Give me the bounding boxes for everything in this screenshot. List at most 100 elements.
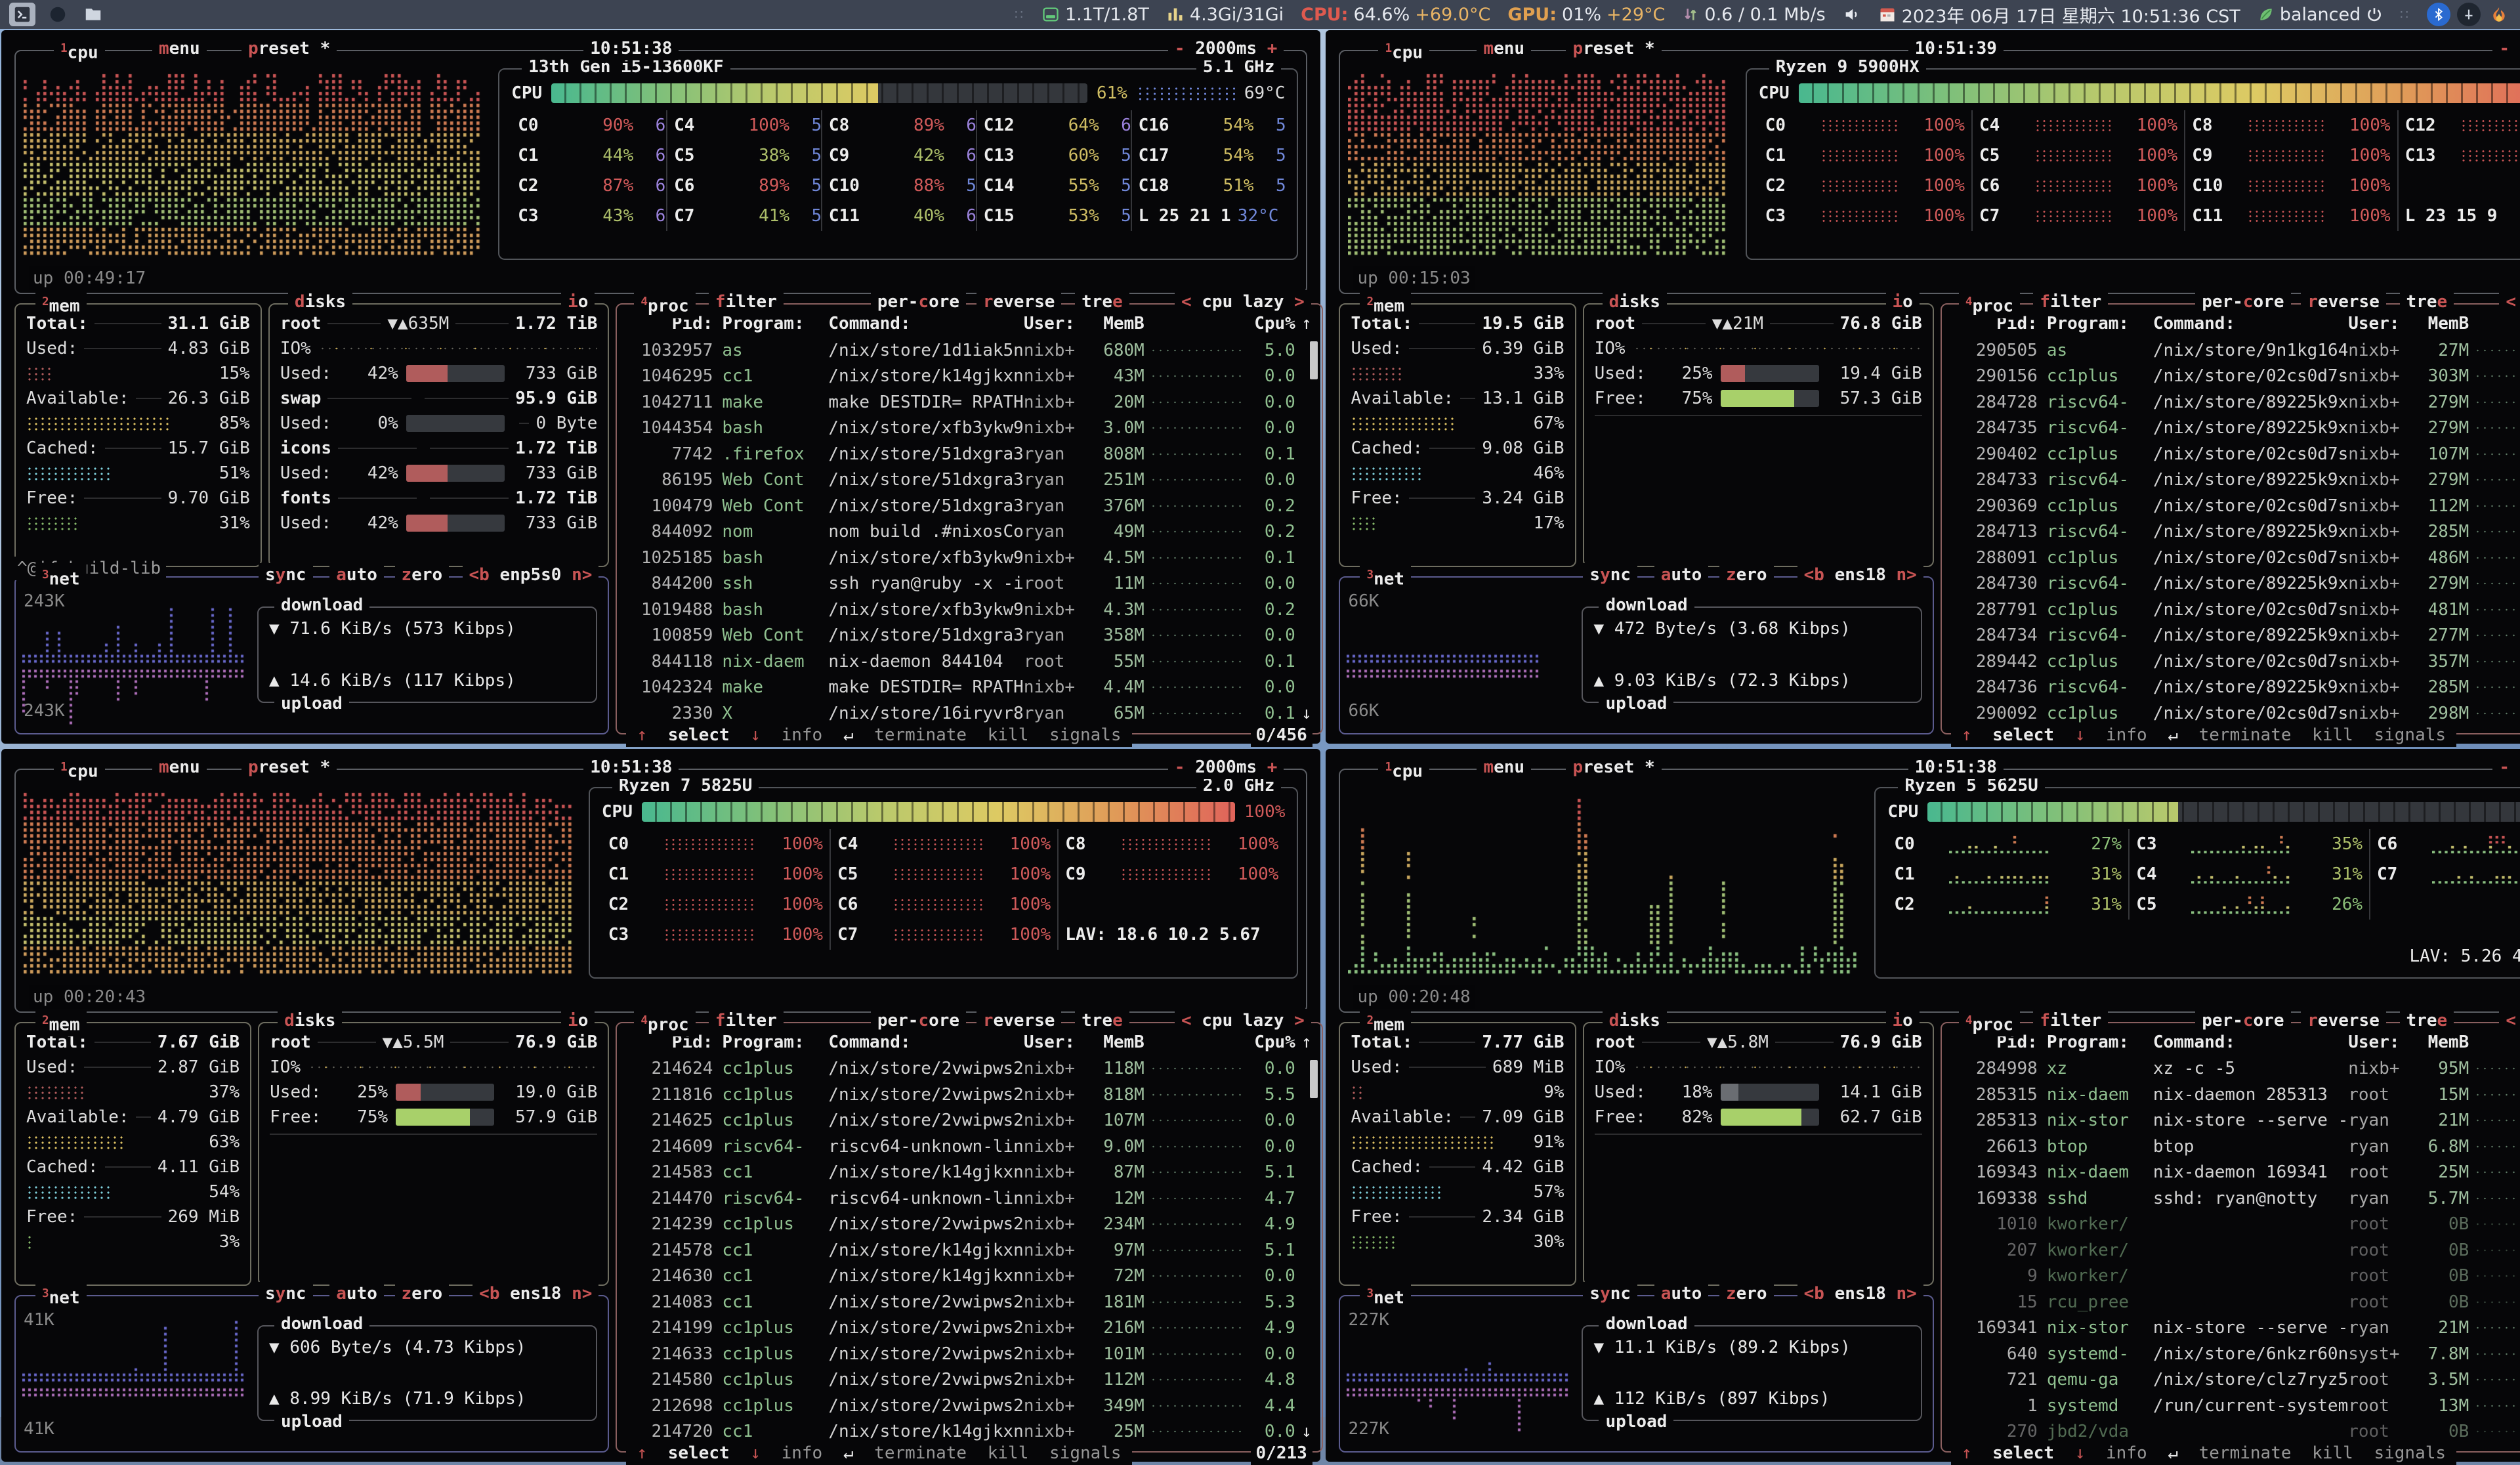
proc-header-user[interactable]: User: (2348, 312, 2411, 335)
process-row[interactable]: 207kworker/root0B0.0 (1951, 1237, 2520, 1263)
proc-header-user[interactable]: User: (1024, 312, 1087, 335)
process-row[interactable]: 26613btopbtopryan6.8M0.0 (1951, 1134, 2520, 1160)
disks-box-title[interactable]: disks (278, 1009, 342, 1032)
net-interface-selector[interactable]: <b ens18 n> (1797, 1282, 1923, 1306)
proc-header-command[interactable]: Command: (2153, 312, 2348, 335)
proc-box-title[interactable]: 4proc (634, 1009, 695, 1037)
net-sync-tab[interactable]: sync (259, 1282, 313, 1306)
terminal-app-icon[interactable] (9, 3, 35, 26)
process-row[interactable]: 290156cc1plus/nix/store/02cs0d7snixb+303… (1951, 364, 2520, 390)
process-row[interactable]: 290369cc1plus/nix/store/02cs0d7snixb+112… (1951, 493, 2520, 519)
proc-header-mem[interactable]: MemB (1087, 1030, 1144, 1054)
process-row[interactable]: 1044354bash/nix/store/xfb3ykw9nixb+3.0M0… (626, 415, 1317, 442)
net-interface-selector[interactable]: <b enp5s0 n> (463, 563, 599, 587)
disk-usage-indicator[interactable]: 1.1T/1.8T (1041, 5, 1149, 25)
tab-cpu[interactable]: 1cpu (1378, 755, 1429, 784)
process-row[interactable]: 211816cc1plus/nix/store/2vwipws2nixb+818… (626, 1082, 1317, 1108)
net-zero-tab[interactable]: zero (395, 563, 450, 587)
process-row[interactable]: 640systemd-/nix/store/6nkzr60nsyst+7.8M0… (1951, 1341, 2520, 1367)
proc-header-program[interactable]: Program: (722, 312, 824, 335)
process-row[interactable]: 721qemu-ga/nix/store/clz7ryz5root3.5M0.0 (1951, 1367, 2520, 1393)
process-row[interactable]: 285315nix-daemnix-daemon 285313root15M0.… (1951, 1082, 2520, 1108)
tab-cpu[interactable]: 1cpu (1378, 37, 1429, 65)
process-row[interactable]: 1032957as/nix/store/1d1iak5nnixb+680M5.0 (626, 337, 1317, 364)
proc-reverse-tab[interactable]: reverse (2301, 1009, 2386, 1032)
process-row[interactable]: 284728riscv64-/nix/store/89225k9xnixb+27… (1951, 389, 2520, 415)
refresh-interval-control[interactable]: - 2000ms + (2492, 755, 2520, 779)
proc-header-command[interactable]: Command: (2153, 1030, 2348, 1054)
process-row[interactable]: 844092nomnom build .#nixosCoryan49M0.2 (626, 519, 1317, 545)
process-row[interactable]: 1010kworker/root0B0.0 (1951, 1212, 2520, 1238)
process-row[interactable]: 214624cc1plus/nix/store/2vwipws2nixb+118… (626, 1056, 1317, 1082)
process-row[interactable]: 284736riscv64-/nix/store/89225k9xnixb+28… (1951, 675, 2520, 701)
proc-reverse-tab[interactable]: reverse (2301, 290, 2386, 314)
proc-tree-tab[interactable]: tree (2400, 1009, 2454, 1032)
process-row[interactable]: 7742.firefox/nix/store/51dxgra3ryan808M0… (626, 441, 1317, 467)
process-row[interactable]: 1025185bash/nix/store/xfb3ykw9nixb+4.5M0… (626, 545, 1317, 571)
proc-footer-actions[interactable]: ↑ select ↓ info ↵ terminate kill signals (1951, 1441, 2456, 1465)
proc-header-program[interactable]: Program: (722, 1030, 824, 1054)
proc-percore-tab[interactable]: per-core (871, 1009, 966, 1032)
net-box-title[interactable]: 3net (1360, 563, 1411, 591)
tab-menu[interactable]: menu (152, 755, 207, 779)
net-box-title[interactable]: 3net (1360, 1282, 1411, 1310)
folder-app-icon[interactable] (80, 3, 106, 26)
process-row[interactable]: 1systemd/run/current-systemroot13M0.0 (1951, 1393, 2520, 1419)
process-row[interactable]: 15rcu_preeroot0B0.0 (1951, 1289, 2520, 1315)
tab-menu[interactable]: menu (1477, 37, 1531, 60)
process-row[interactable]: 287791cc1plus/nix/store/02cs0d7snixb+481… (1951, 597, 2520, 623)
proc-filter-tab[interactable]: filter (709, 290, 784, 314)
proc-box-title[interactable]: 4proc (634, 290, 695, 318)
proc-header-program[interactable]: Program: (2047, 1030, 2149, 1054)
process-row[interactable]: 284735riscv64-/nix/store/89225k9xnixb+27… (1951, 415, 2520, 442)
process-row[interactable]: 214199cc1plus/nix/store/2vwipws2nixb+216… (626, 1315, 1317, 1342)
clock-indicator[interactable]: 2023年 06月 17日 星期六 10:51:36 CST (1878, 2, 2240, 28)
proc-sort-selector[interactable]: < cpu lazy > (1175, 1009, 1311, 1032)
io-tab[interactable]: io (1886, 1009, 1920, 1032)
process-row[interactable]: 214470riscv64-riscv64-unknown-linnixb+12… (626, 1185, 1317, 1212)
cpu-indicator[interactable]: CPU: 64.6%+69.0°C (1301, 5, 1490, 25)
process-row[interactable]: 86195Web Cont/nix/store/51dxgra3ryan251M… (626, 467, 1317, 494)
volume-indicator[interactable] (1843, 5, 1861, 24)
process-row[interactable]: 284733riscv64-/nix/store/89225k9xnixb+27… (1951, 467, 2520, 494)
process-row[interactable]: 100859Web Cont/nix/store/51dxgra3ryan358… (626, 623, 1317, 649)
proc-percore-tab[interactable]: per-core (2195, 1009, 2290, 1032)
net-interface-selector[interactable]: <b ens18 n> (1797, 563, 1923, 587)
process-row[interactable]: 288091cc1plus/nix/store/02cs0d7snixb+486… (1951, 545, 2520, 571)
tab-preset[interactable]: preset * (242, 37, 337, 60)
process-row[interactable]: 169338sshdsshd: ryan@nottyryan5.7M0.0 (1951, 1185, 2520, 1212)
disks-box-title[interactable]: disks (288, 290, 352, 314)
process-row[interactable]: 290505as/nix/store/9n1kg164nixb+27M0.0 (1951, 337, 2520, 364)
process-row[interactable]: 214625cc1plus/nix/store/2vwipws2nixb+107… (626, 1108, 1317, 1134)
process-row[interactable]: 214578cc1/nix/store/k14gjkxnnixb+97M5.1 (626, 1237, 1317, 1263)
flame-icon[interactable] (2487, 3, 2511, 26)
proc-header-mem[interactable]: MemB (1087, 312, 1144, 335)
power-profile-indicator[interactable]: balanced (2258, 5, 2383, 25)
proc-box-title[interactable]: 4proc (1959, 1009, 2020, 1037)
process-row[interactable]: 844118nix-daemnix-daemon 844104root55M0.… (626, 648, 1317, 675)
tab-preset[interactable]: preset * (242, 755, 337, 779)
process-row[interactable]: 214580cc1plus/nix/store/2vwipws2nixb+112… (626, 1367, 1317, 1393)
process-row[interactable]: 214609riscv64-riscv64-unknown-linnixb+9.… (626, 1134, 1317, 1160)
mem-box-title[interactable]: 2mem (1360, 1009, 1411, 1037)
process-row[interactable]: 1042711makemake DESTDIR= RPATHnixb+20M0.… (626, 389, 1317, 415)
process-row[interactable]: 169341nix-stornix-store --serve -ryan21M… (1951, 1315, 2520, 1342)
mem-box-title[interactable]: 2mem (35, 1009, 87, 1037)
process-row[interactable]: 214633cc1plus/nix/store/2vwipws2nixb+101… (626, 1341, 1317, 1367)
process-row[interactable]: 214239cc1plus/nix/store/2vwipws2nixb+234… (626, 1212, 1317, 1238)
net-zero-tab[interactable]: zero (1719, 1282, 1774, 1306)
proc-filter-tab[interactable]: filter (2033, 290, 2108, 314)
tray-app-icon[interactable] (2457, 3, 2481, 26)
proc-footer-actions[interactable]: ↑ select ↓ info ↵ terminate kill signals (626, 1441, 1131, 1465)
process-row[interactable]: 1019488bash/nix/store/xfb3ykw9nixb+4.3M0… (626, 597, 1317, 623)
memory-indicator[interactable]: 4.3Gi/31Gi (1166, 5, 1284, 25)
refresh-interval-control[interactable]: - 2000ms + (2492, 37, 2520, 60)
refresh-interval-control[interactable]: - 2000ms + (1168, 37, 1284, 60)
proc-reverse-tab[interactable]: reverse (976, 1009, 1062, 1032)
process-row[interactable]: 844200sshssh ryan@ruby -x -iroot11M0.0 (626, 571, 1317, 597)
proc-header-mem[interactable]: MemB (2411, 312, 2469, 335)
net-auto-tab[interactable]: auto (1654, 1282, 1709, 1306)
tab-preset[interactable]: preset * (1566, 755, 1661, 779)
net-box-title[interactable]: 3net (35, 1282, 87, 1310)
proc-header-cpu[interactable]: Cpu% (1247, 312, 1295, 335)
